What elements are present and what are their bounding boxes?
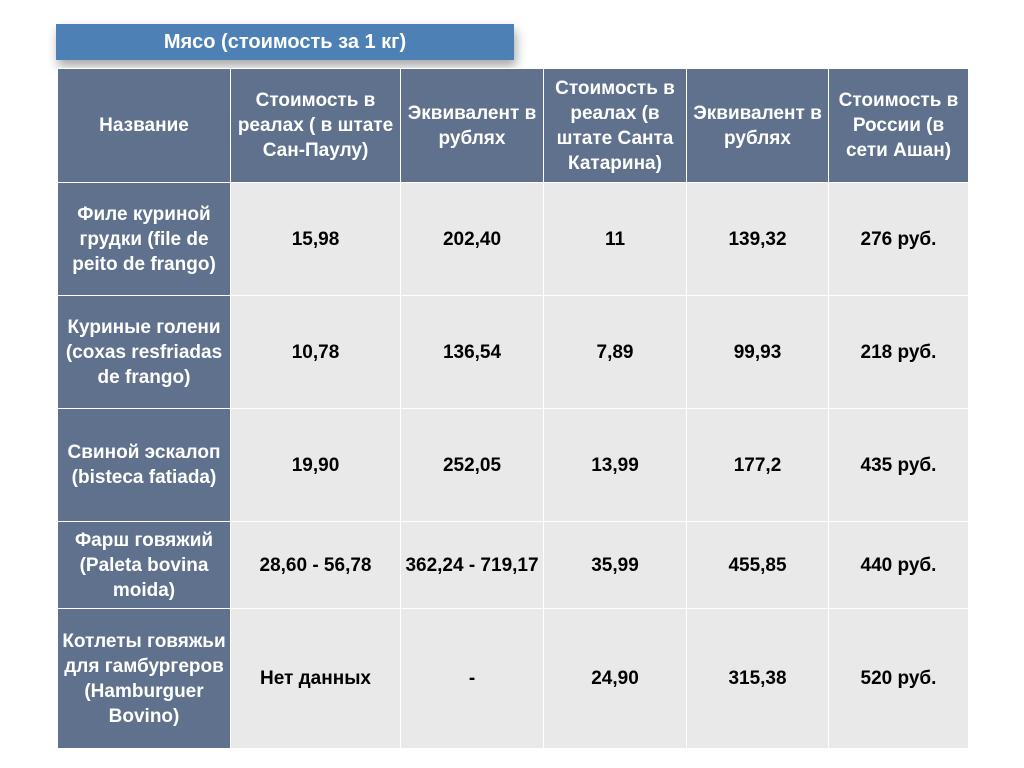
row-name-cell: Котлеты говяжьи для гамбургеров (Hamburg…: [57, 608, 231, 749]
table-cell: 520 руб.: [828, 608, 969, 749]
table-header-row: Название Стоимость в реалах ( в штате Са…: [57, 68, 969, 183]
table-row: Свиной эскалоп (bisteca fatiada) 19,90 2…: [57, 408, 969, 522]
header-price-russia: Стоимость в России (в сети Ашан): [828, 68, 969, 183]
table-cell: 455,85: [686, 521, 829, 609]
row-name-cell: Свиной эскалоп (bisteca fatiada): [57, 408, 231, 522]
table-cell: 315,38: [686, 608, 829, 749]
header-rub-equivalent-sp: Эквивалент в рублях: [400, 68, 544, 183]
table-cell: 35,99: [543, 521, 687, 609]
table-cell: 24,90: [543, 608, 687, 749]
header-price-santa-catarina: Стоимость в реалах (в штате Санта Катари…: [543, 68, 687, 183]
table-cell: 276 руб.: [828, 182, 969, 296]
row-name-cell: Фарш говяжий (Paleta bovina moida): [57, 521, 231, 609]
table-row: Куриные голени (coxas resfriadas de fran…: [57, 295, 969, 409]
table-cell: 440 руб.: [828, 521, 969, 609]
price-table: Название Стоимость в реалах ( в штате Са…: [57, 68, 969, 749]
table-cell: 28,60 - 56,78: [230, 521, 401, 609]
table-cell: 435 руб.: [828, 408, 969, 522]
table-cell: 202,40: [400, 182, 544, 296]
table-cell: 362,24 - 719,17: [400, 521, 544, 609]
table-row: Фарш говяжий (Paleta bovina moida) 28,60…: [57, 521, 969, 609]
table-cell: 252,05: [400, 408, 544, 522]
header-rub-equivalent-sc: Эквивалент в рублях: [686, 68, 829, 183]
table-cell: 136,54: [400, 295, 544, 409]
header-name: Название: [57, 68, 231, 183]
table-cell: 139,32: [686, 182, 829, 296]
table-row: Филе куриной грудки (file de peito de fr…: [57, 182, 969, 296]
slide-title: Мясо (стоимость за 1 кг): [56, 24, 514, 60]
table-cell: 19,90: [230, 408, 401, 522]
table-cell: 177,2: [686, 408, 829, 522]
table-cell: 218 руб.: [828, 295, 969, 409]
table-cell: 99,93: [686, 295, 829, 409]
table-cell: 13,99: [543, 408, 687, 522]
table-cell: -: [400, 608, 544, 749]
table-cell: 10,78: [230, 295, 401, 409]
row-name-cell: Куриные голени (coxas resfriadas de fran…: [57, 295, 231, 409]
table-row: Котлеты говяжьи для гамбургеров (Hamburg…: [57, 608, 969, 749]
header-price-sao-paulo: Стоимость в реалах ( в штате Сан-Паулу): [230, 68, 401, 183]
table-cell: 7,89: [543, 295, 687, 409]
table-cell: 11: [543, 182, 687, 296]
row-name-cell: Филе куриной грудки (file de peito de fr…: [57, 182, 231, 296]
table-cell: 15,98: [230, 182, 401, 296]
table-cell: Нет данных: [230, 608, 401, 749]
